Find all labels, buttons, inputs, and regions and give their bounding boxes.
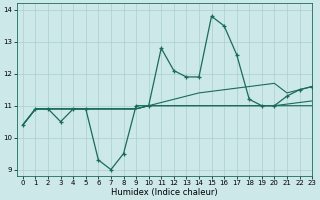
X-axis label: Humidex (Indice chaleur): Humidex (Indice chaleur) <box>111 188 218 197</box>
